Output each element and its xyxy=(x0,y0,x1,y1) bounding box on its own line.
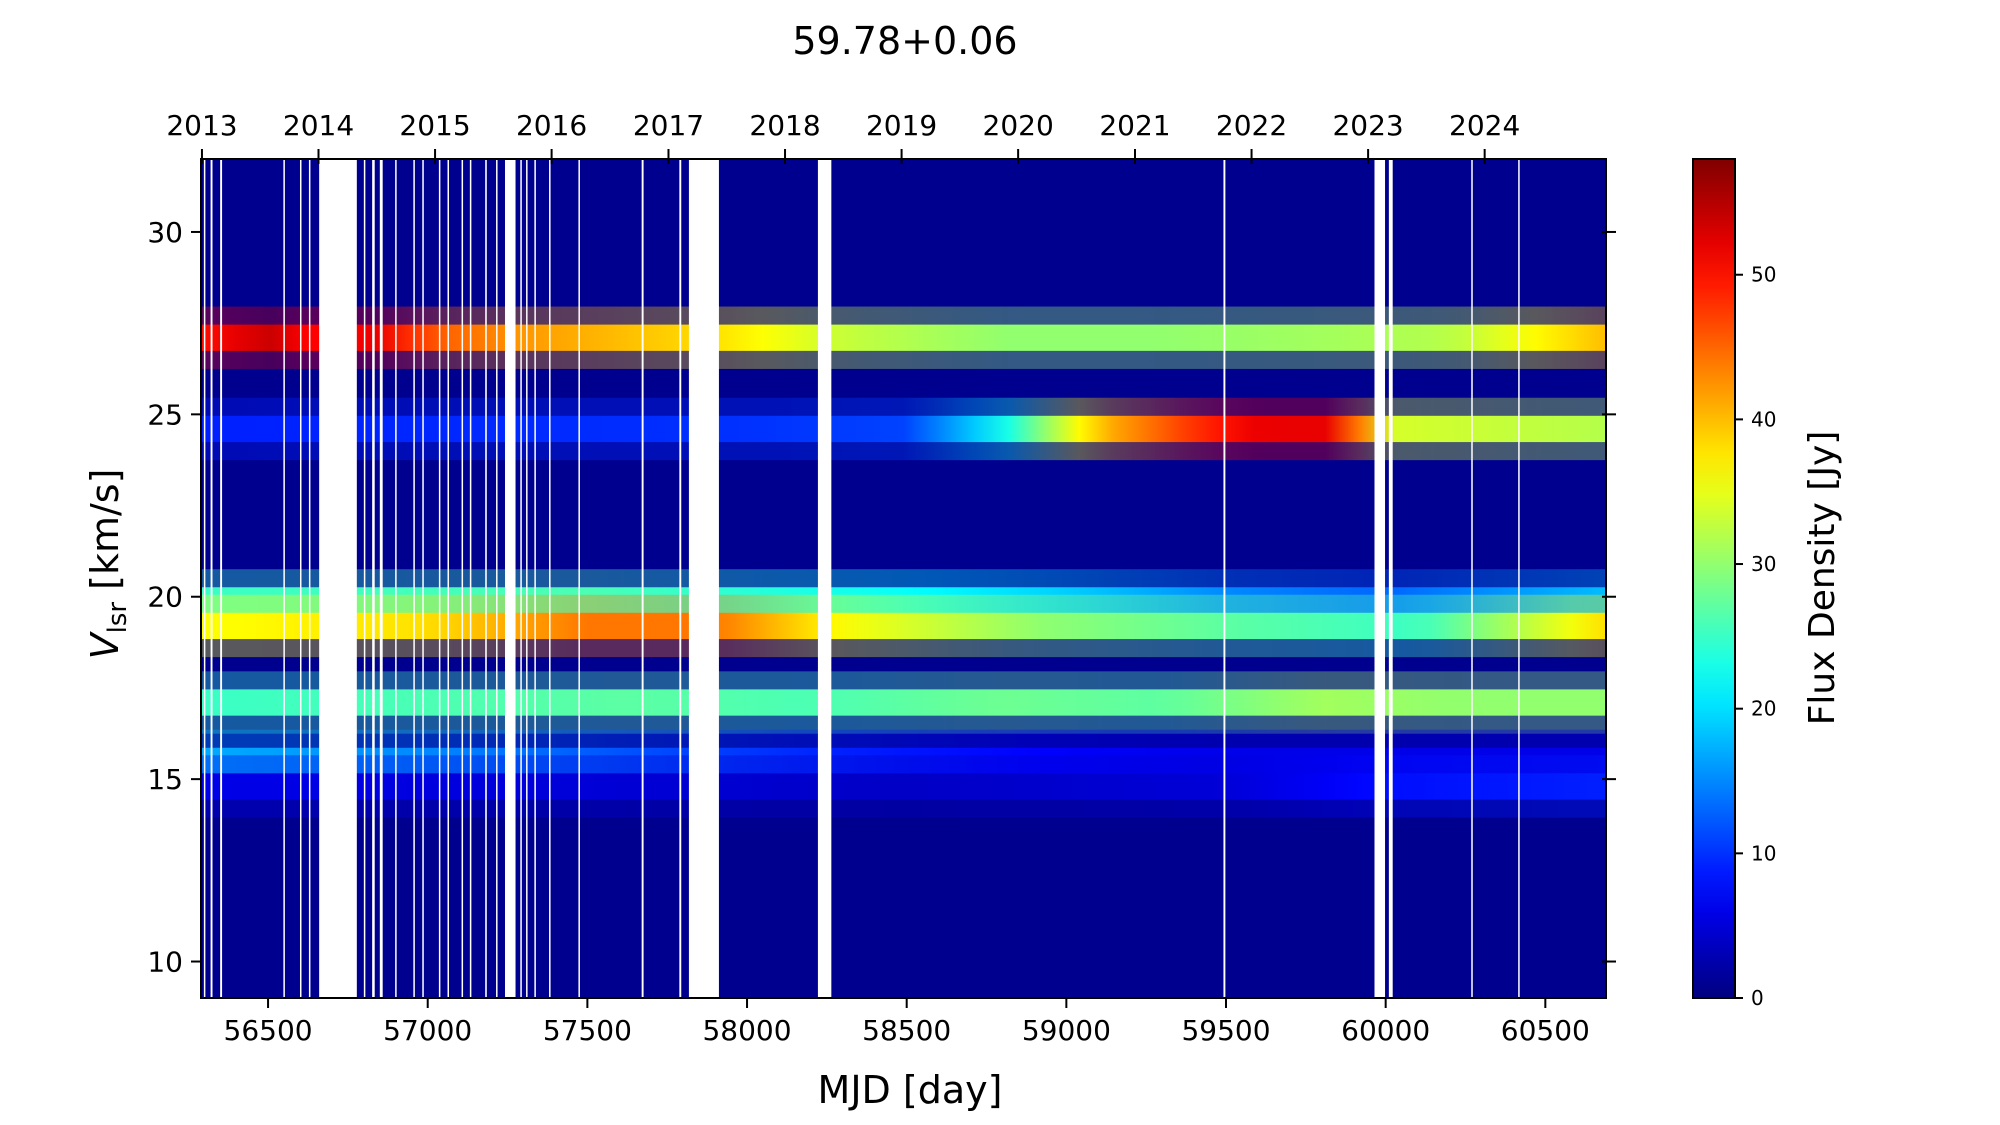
y-axis-label-symbol: V xyxy=(83,630,127,659)
x-tick-label: 58000 xyxy=(702,1014,791,1047)
data-gap xyxy=(379,159,383,998)
year-tick-label: 2022 xyxy=(1216,109,1287,142)
colorbar-tick-label: 10 xyxy=(1751,841,1776,865)
data-gap xyxy=(283,159,285,998)
data-gap-layer xyxy=(203,159,1520,998)
year-tick-label: 2016 xyxy=(516,109,587,142)
colorbar-ticks: 0 10 20 30 40 50 xyxy=(1735,263,1776,1010)
data-gap xyxy=(578,159,580,998)
y-axis: 10 15 20 25 30 xyxy=(147,216,1616,979)
year-tick-label: 2014 xyxy=(283,109,354,142)
data-gap xyxy=(679,159,682,998)
data-gap xyxy=(372,159,375,998)
colorbar-label: Flux Density [Jy] xyxy=(1802,431,1843,726)
colorbar-tick-label: 50 xyxy=(1751,263,1776,287)
colorbar-tick-label: 0 xyxy=(1751,986,1764,1010)
x-tick-label: 60000 xyxy=(1341,1014,1430,1047)
colorbar-tick-label: 40 xyxy=(1751,407,1776,431)
data-gap xyxy=(363,159,366,998)
data-gap xyxy=(1518,159,1520,998)
data-gap xyxy=(203,159,206,998)
y-tick-label: 30 xyxy=(147,216,183,249)
year-tick-label: 2024 xyxy=(1449,109,1520,142)
y-axis-label: Vlsr [km/s] xyxy=(83,469,133,660)
colorbar-frame xyxy=(1692,158,1736,999)
x-tick-label: 59500 xyxy=(1181,1014,1270,1047)
data-gap xyxy=(395,159,397,998)
year-tick-label: 2020 xyxy=(983,109,1054,142)
emission-feature xyxy=(201,415,1606,443)
year-tick-label: 2023 xyxy=(1332,109,1403,142)
emission-layer xyxy=(201,306,1606,818)
data-gap xyxy=(1388,159,1393,998)
data-gap xyxy=(469,159,472,998)
data-gap xyxy=(210,159,213,998)
data-gap xyxy=(520,159,522,998)
emission-feature xyxy=(201,612,1606,640)
data-gap xyxy=(526,159,528,998)
year-tick-label: 2019 xyxy=(866,109,937,142)
colorbar-tick-label: 20 xyxy=(1751,697,1776,721)
emission-feature xyxy=(201,773,1606,800)
data-gap xyxy=(549,159,551,998)
plot-area xyxy=(200,158,1607,999)
y-tick-label: 20 xyxy=(147,581,183,614)
data-gap xyxy=(220,159,223,998)
colorbar-tick-label: 30 xyxy=(1751,552,1776,576)
plot-frame xyxy=(200,158,1607,999)
top-year-axis: 2013 2014 2015 2016 2017 2018 2019 2020 2021 2022… xyxy=(166,109,1520,164)
data-gap xyxy=(447,159,450,998)
data-gap xyxy=(1223,159,1226,998)
y-tick-label: 25 xyxy=(147,398,183,431)
year-tick-label: 2018 xyxy=(749,109,820,142)
chart-title: 59.78+0.06 xyxy=(792,19,1017,63)
emission-feature xyxy=(201,689,1606,716)
data-gap xyxy=(688,159,719,998)
y-tick-label: 10 xyxy=(147,946,183,979)
data-gap xyxy=(496,159,498,998)
year-tick-label: 2017 xyxy=(633,109,704,142)
data-gap xyxy=(461,159,464,998)
y-axis-label-subscript: lsr xyxy=(103,602,133,634)
data-gap xyxy=(299,159,302,998)
data-gap xyxy=(504,159,516,998)
x-tick-label: 60500 xyxy=(1501,1014,1590,1047)
data-gap xyxy=(308,159,311,998)
y-axis-label-unit: [km/s] xyxy=(83,469,127,602)
x-tick-label: 57000 xyxy=(383,1014,472,1047)
data-gap xyxy=(485,159,487,998)
data-gap xyxy=(413,159,415,998)
year-tick-label: 2015 xyxy=(399,109,470,142)
data-gap xyxy=(1374,159,1386,998)
data-gap xyxy=(817,159,832,998)
colorbar-gradient xyxy=(1693,159,1735,998)
data-gap xyxy=(1471,159,1473,998)
x-axis-label: MJD [day] xyxy=(818,1068,1003,1112)
colorbar: 0 10 20 30 40 50 Flux Density [Jy] xyxy=(1692,158,1843,1010)
emission-feature xyxy=(201,324,1606,351)
x-axis: 56500 57000 57500 58000 58500 59000 59500 60000… xyxy=(224,998,1590,1047)
x-tick-label: 57500 xyxy=(543,1014,632,1047)
data-gap xyxy=(534,159,536,998)
x-tick-label: 59000 xyxy=(1022,1014,1111,1047)
data-gap xyxy=(641,159,644,998)
y-tick-label: 15 xyxy=(147,763,183,796)
data-gap xyxy=(438,159,441,998)
x-tick-label: 56500 xyxy=(224,1014,313,1047)
x-tick-label: 58500 xyxy=(862,1014,951,1047)
year-tick-label: 2013 xyxy=(166,109,237,142)
year-tick-label: 2021 xyxy=(1099,109,1170,142)
data-gap xyxy=(319,159,357,998)
data-gap xyxy=(422,159,424,998)
